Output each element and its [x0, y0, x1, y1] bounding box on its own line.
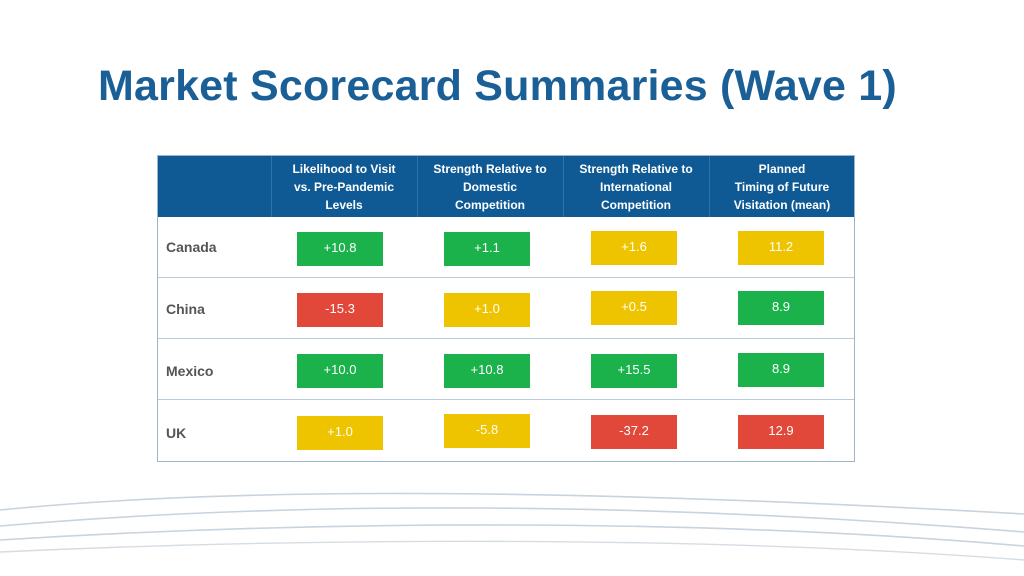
wave-line	[0, 540, 1024, 561]
column-header-domestic: Strength Relative to Domestic Competitio…	[433, 162, 547, 212]
row-label: UK	[166, 425, 187, 441]
score-cell: +1.6	[591, 231, 677, 265]
decorative-wave-lines	[0, 492, 1024, 561]
score-cell: +1.0	[444, 293, 530, 327]
column-header-timing: Planned Timing of Future Visitation (mea…	[733, 162, 831, 212]
score-cell: 8.9	[738, 353, 824, 387]
score-cell: 8.9	[738, 291, 824, 325]
row-label: Canada	[166, 239, 217, 255]
header-divider	[709, 156, 710, 217]
table-row-canada: Canada +10.8 +1.1 +1.6 11.2	[158, 217, 854, 278]
score-cell: -37.2	[591, 415, 677, 449]
table-row-mexico: Mexico +10.0 +10.8 +15.5 8.9	[158, 339, 854, 400]
score-cell: +1.1	[444, 232, 530, 266]
score-cell: 11.2	[738, 231, 824, 265]
row-label: Mexico	[166, 363, 214, 379]
table-row-uk: UK +1.0 -5.8 -37.2 12.9	[158, 400, 854, 461]
scorecard-table: Likelihood to Visit vs. Pre-Pandemic Lev…	[157, 155, 855, 462]
header-divider	[417, 156, 418, 217]
header-divider	[271, 156, 272, 217]
score-cell: +0.5	[591, 291, 677, 325]
score-cell: +10.8	[297, 232, 383, 266]
score-cell: +10.8	[444, 354, 530, 388]
score-cell: +10.0	[297, 354, 383, 388]
table-header: Likelihood to Visit vs. Pre-Pandemic Lev…	[158, 156, 854, 217]
column-header-likelihood: Likelihood to Visit vs. Pre-Pandemic Lev…	[292, 162, 396, 212]
score-cell: +15.5	[591, 354, 677, 388]
wave-line	[0, 507, 1024, 533]
column-header-international: Strength Relative to International Compe…	[579, 162, 693, 212]
row-label: China	[166, 301, 205, 317]
wave-line	[0, 492, 1024, 515]
score-cell: -15.3	[297, 293, 383, 327]
table-row-china: China -15.3 +1.0 +0.5 8.9	[158, 278, 854, 339]
score-cell: +1.0	[297, 416, 383, 450]
score-cell: 12.9	[738, 415, 824, 449]
slide-title: Market Scorecard Summaries (Wave 1)	[98, 62, 897, 110]
wave-line	[0, 524, 1024, 547]
header-divider	[563, 156, 564, 217]
score-cell: -5.8	[444, 414, 530, 448]
